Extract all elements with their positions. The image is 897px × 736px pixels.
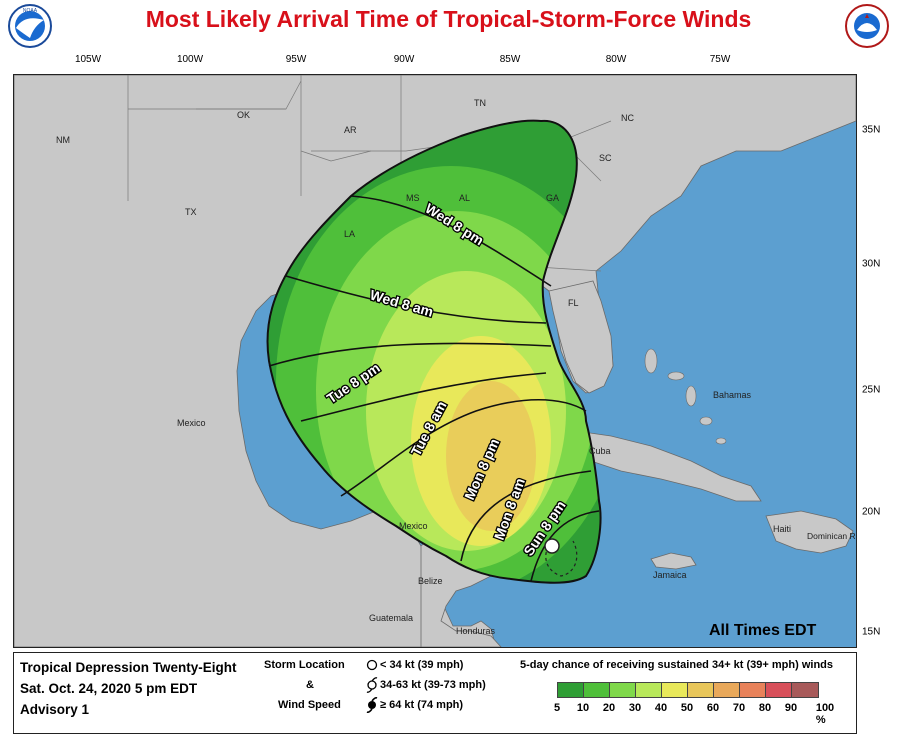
state-label-ar: AR [344, 125, 357, 135]
region-label-dominican-republic: Dominican Republic [807, 531, 856, 541]
isochrone-lines [268, 195, 600, 582]
scale-label: 20 [602, 702, 616, 714]
state-label-ga: GA [546, 193, 559, 203]
region-label-mexico: Mexico [177, 418, 206, 428]
state-label-fl: FL [568, 298, 579, 308]
state-label-nc: NC [621, 113, 634, 123]
state-label-la: LA [344, 229, 355, 239]
all-times-note: All Times EDT [709, 622, 817, 639]
wind-speed-title: Wind Speed [278, 699, 341, 711]
storm-info: Tropical Depression Twenty-Eight Sat. Oc… [20, 657, 237, 720]
td-symbol-icon [366, 659, 378, 671]
scale-swatch [609, 682, 637, 698]
state-label-tn: TN [474, 98, 486, 108]
lon-label: 105W [74, 54, 102, 65]
lon-label: 100W [176, 54, 204, 65]
scale-swatch [765, 682, 793, 698]
state-label-ok: OK [237, 110, 250, 120]
map-title: Most Likely Arrival Time of Tropical-Sto… [145, 6, 752, 32]
land-cuba [540, 430, 762, 502]
lon-label: 75W [709, 54, 731, 65]
state-label-sc: SC [599, 153, 612, 163]
noaa-logo: NOAA [8, 4, 52, 48]
region-label-guatemala: Guatemala [369, 613, 413, 623]
map: NM OK TX AR TN NC SC MS AL GA LA FL Mexi… [13, 74, 857, 648]
scale-label: 30 [628, 702, 642, 714]
nws-logo [845, 4, 889, 48]
lat-label: 20N [862, 506, 881, 518]
lat-label: 30N [862, 258, 881, 270]
scale-swatch [661, 682, 689, 698]
region-label-bahamas: Bahamas [713, 390, 752, 400]
state-label-al: AL [459, 193, 470, 203]
scale-swatch [791, 682, 819, 698]
lon-label: 80W [605, 54, 627, 65]
scale-label: 40 [654, 702, 668, 714]
land-hispaniola [765, 510, 854, 554]
footer-panel: Tropical Depression Twenty-Eight Sat. Oc… [13, 652, 857, 734]
lat-label: 25N [862, 384, 881, 396]
scale-label: 100 % [815, 702, 835, 726]
legend-ts: 34-63 kt (39-73 mph) [380, 679, 486, 691]
advisory-number: Advisory 1 [20, 702, 90, 717]
legend-hurricane: ≥ 64 kt (74 mph) [380, 699, 464, 711]
legend-ampersand: & [306, 679, 314, 691]
state-label-ms: MS [406, 193, 420, 203]
scale-swatch [635, 682, 663, 698]
legend-td: < 34 kt (39 mph) [380, 659, 464, 671]
lat-label: 35N [862, 124, 881, 136]
lat-label: 15N [862, 626, 881, 638]
scale-swatch [583, 682, 611, 698]
land-florida [548, 280, 614, 394]
region-label-jamaica: Jamaica [653, 570, 687, 580]
lon-label: 90W [393, 54, 415, 65]
scale-label: 90 [784, 702, 798, 714]
land-bahamas [644, 348, 727, 445]
scale-swatch [713, 682, 741, 698]
scale-label: 5 [553, 702, 561, 714]
storm-name: Tropical Depression Twenty-Eight [20, 660, 237, 675]
region-label-mexico-yucatan: Mexico [399, 521, 428, 531]
scale-label: 80 [758, 702, 772, 714]
scale-swatch [739, 682, 767, 698]
storm-location-marker [544, 538, 560, 554]
storm-date: Sat. Oct. 24, 2020 5 pm EDT [20, 681, 198, 696]
region-label-haiti: Haiti [773, 524, 791, 534]
state-label-tx: TX [185, 207, 197, 217]
storm-location-title: Storm Location [264, 659, 345, 671]
ts-symbol-icon [366, 677, 378, 693]
wind-probability-cone [267, 120, 601, 583]
land-jamaica [650, 552, 697, 570]
cone-outline [266, 119, 602, 584]
map-svg: NM OK TX AR TN NC SC MS AL GA LA FL Mexi… [14, 75, 856, 647]
scale-swatch [687, 682, 715, 698]
scale-swatch [557, 682, 585, 698]
hurricane-symbol-icon [366, 697, 378, 713]
lon-label: 85W [499, 54, 521, 65]
region-label-cuba: Cuba [589, 446, 611, 456]
scale-label: 60 [706, 702, 720, 714]
state-label-nm: NM [56, 135, 70, 145]
probability-title: 5-day chance of receiving sustained 34+ … [520, 659, 833, 671]
region-label-honduras: Honduras [456, 626, 496, 636]
lon-label: 95W [285, 54, 307, 65]
region-label-belize: Belize [418, 576, 443, 586]
scale-label: 50 [680, 702, 694, 714]
scale-label: 70 [732, 702, 746, 714]
scale-label: 10 [576, 702, 590, 714]
forecast-track [545, 540, 578, 577]
svg-text:NOAA: NOAA [23, 8, 38, 14]
